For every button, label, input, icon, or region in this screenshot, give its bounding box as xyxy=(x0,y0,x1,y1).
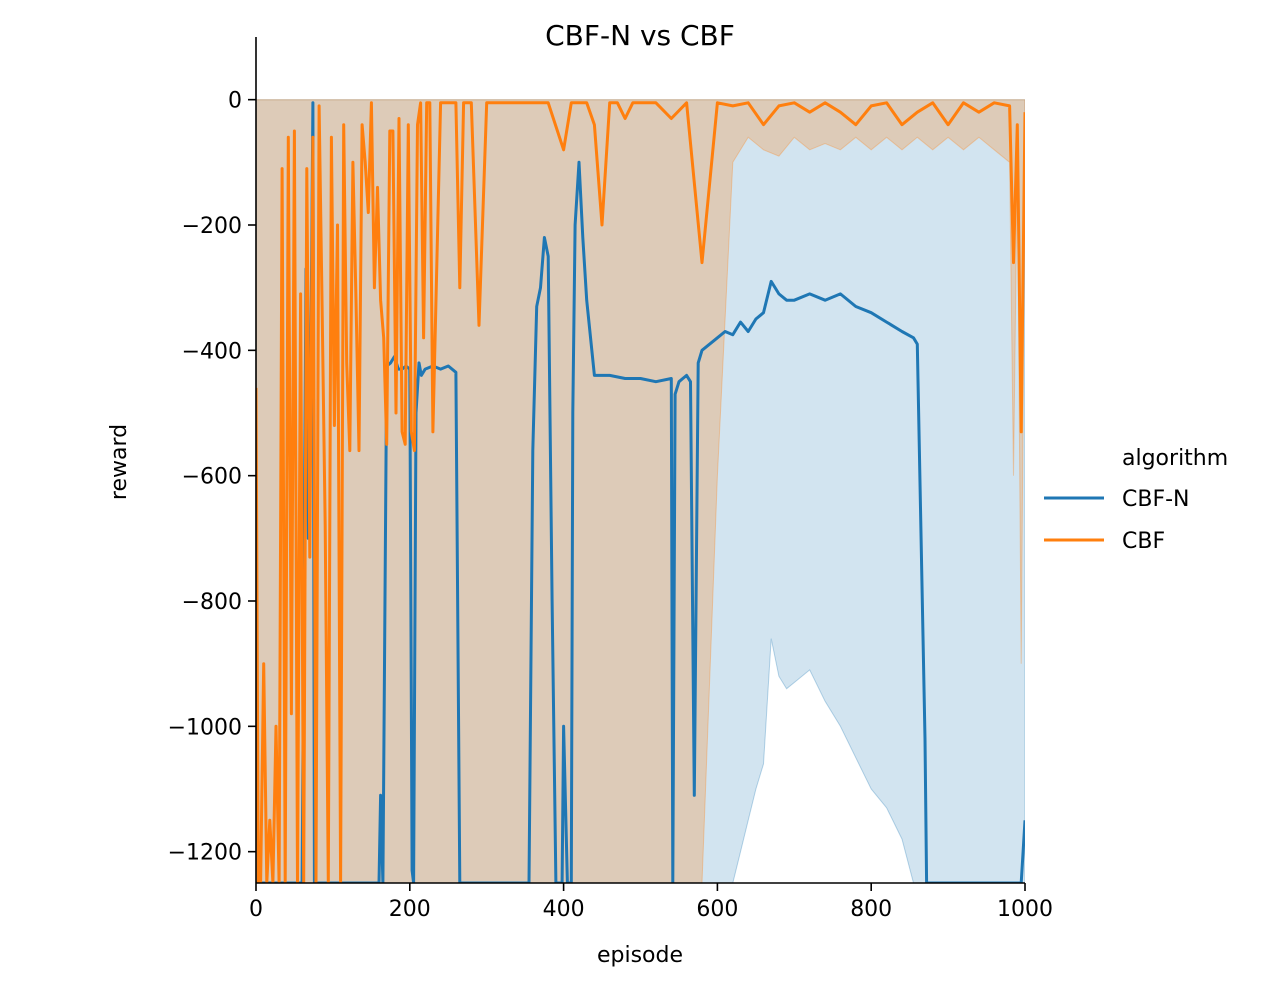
x-axis-ticks: 0 200 400 600 800 1000 xyxy=(249,883,1053,922)
confidence-band-cbf xyxy=(256,99,1025,883)
y-tick-label: −600 xyxy=(182,465,242,490)
legend-title: algorithm xyxy=(1122,446,1228,471)
confidence-bands xyxy=(256,99,1025,883)
y-tick-label: −1200 xyxy=(168,841,242,866)
x-tick-label: 800 xyxy=(850,897,892,922)
x-tick-label: 1000 xyxy=(997,897,1053,922)
x-tick-label: 400 xyxy=(543,897,585,922)
chart-title: CBF-N vs CBF xyxy=(545,19,735,52)
series-lines xyxy=(256,101,1025,883)
y-tick-label: −200 xyxy=(182,214,242,239)
x-tick-label: 600 xyxy=(696,897,738,922)
series-line-cbf xyxy=(256,101,1025,883)
legend-label-cbf-n: CBF-N xyxy=(1122,487,1190,512)
y-tick-label: 0 xyxy=(228,89,242,114)
x-axis-title: episode xyxy=(597,943,683,968)
legend-label-cbf: CBF xyxy=(1122,529,1165,554)
series-line-cbf-n xyxy=(256,101,1025,883)
y-axis-ticks: 0 −200 −400 −600 −800 −1000 −1200 xyxy=(168,89,256,866)
x-tick-label: 0 xyxy=(249,897,263,922)
y-tick-label: −800 xyxy=(182,590,242,615)
y-tick-label: −1000 xyxy=(168,715,242,740)
y-axis-title: reward xyxy=(107,424,132,500)
y-tick-label: −400 xyxy=(182,339,242,364)
legend: algorithm CBF-N CBF xyxy=(1044,446,1228,554)
x-tick-label: 200 xyxy=(389,897,431,922)
